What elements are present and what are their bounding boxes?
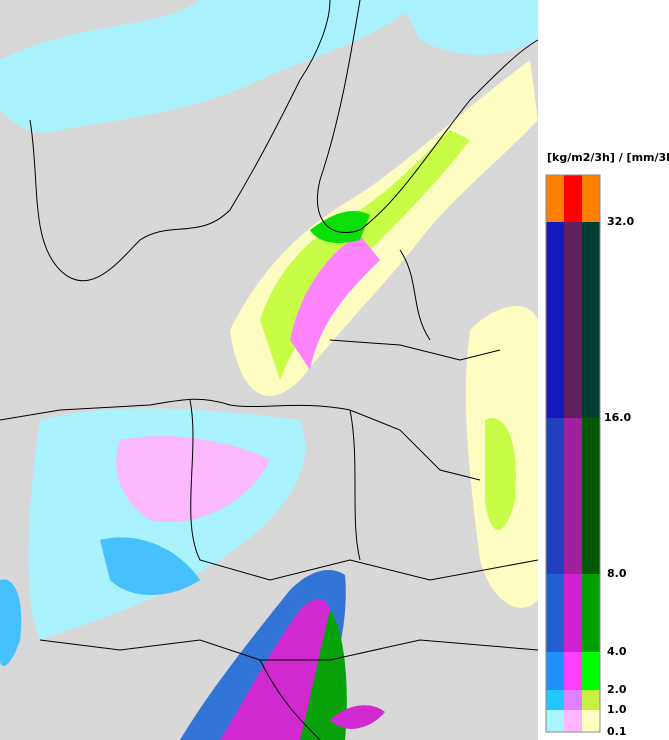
- legend-level: 4.0: [607, 645, 627, 658]
- legend-level: 16.0: [604, 411, 631, 424]
- legend-level: 1.0: [607, 703, 627, 716]
- legend-level: 0.1: [607, 725, 627, 738]
- legend-bar: [545, 174, 601, 733]
- borders: [0, 0, 539, 740]
- legend-level: 32.0: [607, 215, 634, 228]
- legend-title: [kg/m2/3h] / [mm/3h]: [547, 151, 669, 164]
- legend-level: 8.0: [607, 567, 627, 580]
- precipitation: [0, 0, 538, 740]
- legend-level: 2.0: [607, 683, 627, 696]
